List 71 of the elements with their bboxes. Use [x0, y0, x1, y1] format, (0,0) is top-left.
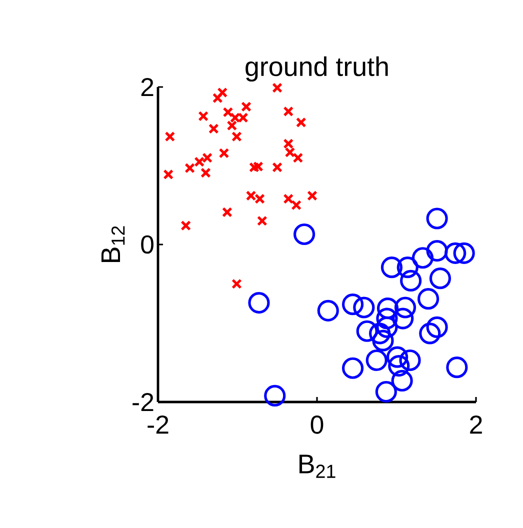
- point: [218, 148, 230, 158]
- point: [248, 292, 270, 314]
- x-tick-label: 2: [470, 416, 482, 434]
- point: [376, 297, 399, 320]
- point: [453, 242, 475, 264]
- point: [317, 300, 339, 322]
- chart-title: ground truth: [246, 56, 388, 82]
- point: [232, 131, 242, 142]
- point: [429, 268, 452, 290]
- point: [264, 384, 286, 406]
- point: [386, 346, 408, 368]
- point: [292, 152, 304, 164]
- point: [356, 320, 378, 342]
- point: [366, 349, 388, 372]
- y-axis-title: B$_{12}$: [101, 226, 125, 262]
- point: [283, 194, 294, 204]
- point: [222, 107, 234, 118]
- point: [388, 354, 410, 377]
- point: [380, 256, 403, 278]
- point: [208, 124, 219, 134]
- point: [296, 117, 306, 128]
- point: [291, 200, 302, 210]
- point: [399, 349, 421, 372]
- point: [184, 162, 195, 174]
- point: [241, 101, 252, 112]
- point: [217, 87, 228, 98]
- point: [418, 288, 440, 310]
- point: [222, 207, 232, 218]
- point: [444, 242, 466, 264]
- point: [198, 110, 209, 122]
- point: [391, 370, 413, 392]
- point: [369, 322, 391, 344]
- point: [396, 256, 418, 278]
- point: [272, 82, 282, 93]
- point: [163, 169, 174, 180]
- point: [446, 356, 468, 378]
- point: [400, 270, 422, 292]
- point: [394, 296, 416, 318]
- point: [376, 316, 398, 338]
- point: [164, 131, 176, 142]
- point: [375, 380, 397, 403]
- point: [419, 322, 441, 344]
- point: [232, 278, 242, 290]
- point: [293, 223, 316, 246]
- point: [342, 294, 364, 316]
- point: [376, 308, 398, 330]
- x-axis-title: B$_{21}$: [300, 454, 336, 478]
- point: [212, 92, 223, 104]
- point: [180, 220, 192, 231]
- point: [200, 168, 211, 178]
- point: [372, 330, 394, 352]
- point: [353, 296, 375, 318]
- point: [392, 308, 414, 330]
- point: [426, 240, 448, 262]
- y-tick-label: 2: [141, 78, 154, 96]
- y-tick-label: 0: [141, 235, 154, 254]
- point: [307, 190, 318, 201]
- point: [249, 162, 260, 173]
- point: [256, 216, 268, 226]
- point: [283, 106, 294, 117]
- point: [426, 208, 448, 230]
- point: [342, 357, 364, 379]
- point: [426, 316, 448, 338]
- point: [226, 120, 238, 131]
- point: [283, 138, 294, 149]
- y-tick-label: -2: [132, 392, 154, 412]
- point: [252, 161, 264, 172]
- point: [284, 147, 296, 158]
- x-tick-label: 0: [310, 416, 324, 434]
- point: [272, 162, 282, 173]
- point: [412, 247, 434, 269]
